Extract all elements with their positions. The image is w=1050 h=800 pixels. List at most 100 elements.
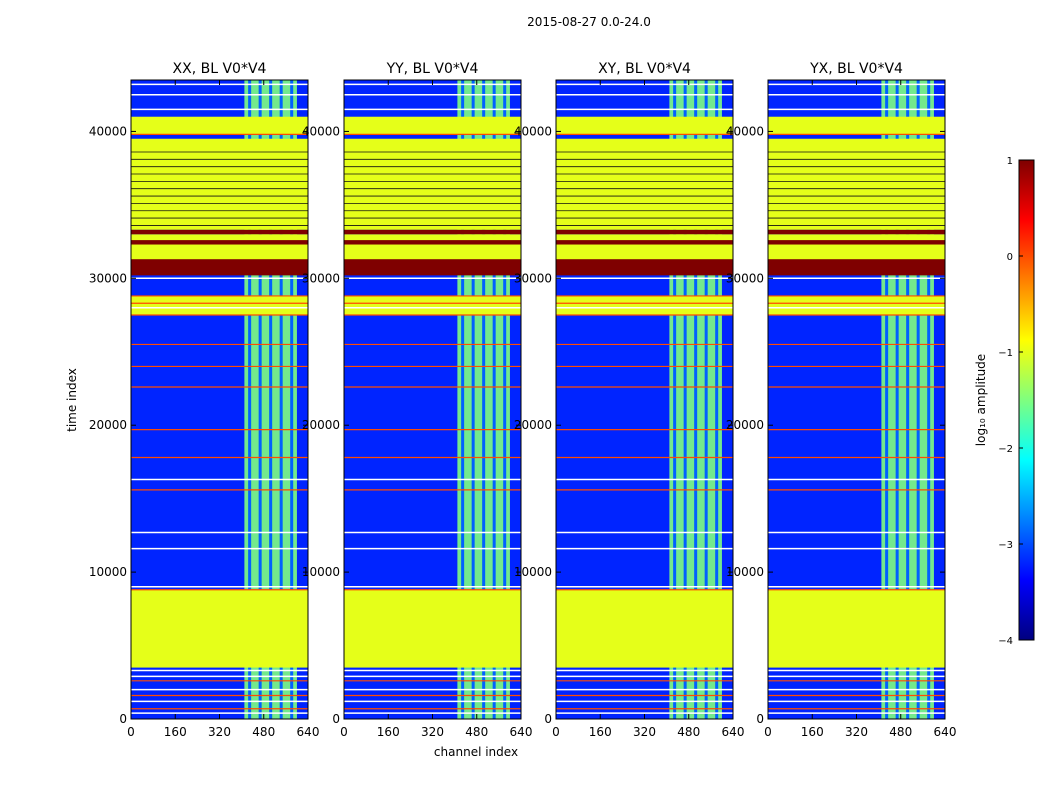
- panel-title: YY, BL V0*V4: [386, 61, 479, 77]
- x-tick-label: 320: [421, 725, 444, 739]
- y-tick-label: 0: [332, 712, 340, 726]
- y-tick-label: 10000: [302, 565, 340, 579]
- colorbar: 1 0 −1 −2 −3 −4 log₁₀ amplitude: [974, 156, 1035, 647]
- y-tick-label: 0: [119, 712, 127, 726]
- y-tick-label: 20000: [302, 418, 340, 432]
- saturated-time-range: [131, 259, 308, 276]
- flagged-time-range: [344, 138, 521, 230]
- rfi-stripe: [906, 80, 910, 719]
- y-tick-label: 20000: [514, 418, 552, 432]
- saturated-time-range: [768, 229, 945, 235]
- panel-2: YY, BL V0*V4 0 160 320 480 640 0 10000 20000 3000…: [302, 61, 533, 739]
- rfi-stripe: [895, 80, 899, 719]
- x-tick-label: 0: [127, 725, 135, 739]
- x-tick-label: 480: [252, 725, 275, 739]
- y-tick-label: 30000: [302, 271, 340, 285]
- figure-suptitle: 2015-08-27 0.0-24.0: [527, 15, 651, 29]
- x-axis-label: channel index: [434, 745, 518, 759]
- rfi-stripe: [694, 80, 698, 719]
- x-tick-label: 480: [465, 725, 488, 739]
- x-tick-label: 640: [510, 725, 533, 739]
- flagged-time-range: [768, 234, 945, 264]
- rfi-stripe: [916, 80, 920, 719]
- panel-4: YX, BL V0*V4 0 160 320 480 640 0 10000 20000 3000…: [726, 61, 957, 739]
- y-tick-label: 40000: [89, 124, 127, 138]
- x-tick-label: 640: [934, 725, 957, 739]
- flagged-time-range: [556, 295, 733, 316]
- x-tick-label: 320: [208, 725, 231, 739]
- saturated-time-range: [768, 240, 945, 245]
- flagged-time-range: [768, 295, 945, 316]
- saturated-time-range: [556, 229, 733, 235]
- flagged-time-range: [344, 295, 521, 316]
- rfi-stripe: [269, 80, 273, 719]
- flagged-time-range: [768, 116, 945, 135]
- y-tick-label: 40000: [726, 124, 764, 138]
- flagged-time-range: [768, 138, 945, 230]
- flagged-time-range: [556, 589, 733, 668]
- flagged-time-range: [556, 234, 733, 264]
- x-tick-label: 0: [764, 725, 772, 739]
- panel-title: XX, BL V0*V4: [173, 61, 267, 77]
- flagged-time-range: [131, 234, 308, 264]
- x-tick-label: 640: [722, 725, 745, 739]
- rfi-stripe: [885, 80, 889, 719]
- y-tick-label: 30000: [514, 271, 552, 285]
- y-tick-label: 20000: [89, 418, 127, 432]
- x-tick-label: 320: [845, 725, 868, 739]
- rfi-stripe: [503, 80, 507, 719]
- rfi-stripe: [715, 80, 719, 719]
- colorbar-label: log₁₀ amplitude: [974, 354, 988, 446]
- y-tick-label: 10000: [514, 565, 552, 579]
- x-tick-label: 160: [589, 725, 612, 739]
- x-tick-label: 320: [633, 725, 656, 739]
- y-tick-label: 20000: [726, 418, 764, 432]
- rfi-stripe: [927, 80, 931, 719]
- colorbar-tick-label: −2: [998, 444, 1013, 455]
- saturated-time-range: [556, 259, 733, 276]
- rfi-stripe: [683, 80, 687, 719]
- panel-3: XY, BL V0*V4 0 160 320 480 640 0 10000 20000 3000…: [514, 61, 745, 739]
- x-tick-label: 640: [297, 725, 320, 739]
- y-tick-label: 10000: [726, 565, 764, 579]
- rfi-stripe: [258, 80, 262, 719]
- rfi-stripe: [279, 80, 283, 719]
- saturated-time-range: [344, 259, 521, 276]
- y-tick-label: 40000: [514, 124, 552, 138]
- x-tick-label: 0: [552, 725, 560, 739]
- x-tick-label: 0: [340, 725, 348, 739]
- y-tick-label: 30000: [726, 271, 764, 285]
- x-tick-label: 160: [164, 725, 187, 739]
- flagged-time-range: [131, 116, 308, 135]
- colorbar-tick-label: −4: [998, 636, 1013, 647]
- flagged-time-range: [344, 234, 521, 264]
- rfi-stripe: [471, 80, 475, 719]
- panels-group: XX, BL V0*V4 0 160 320 480 640 0 10000 20000 3000…: [89, 61, 957, 739]
- flagged-time-range: [344, 116, 521, 135]
- saturated-time-range: [131, 240, 308, 245]
- x-tick-label: 480: [889, 725, 912, 739]
- panel-1: XX, BL V0*V4 0 160 320 480 640 0 10000 20000 3000…: [89, 61, 320, 739]
- panel-title: YX, BL V0*V4: [809, 61, 903, 77]
- saturated-time-range: [556, 240, 733, 245]
- flagged-time-range: [344, 589, 521, 668]
- x-tick-label: 480: [677, 725, 700, 739]
- flagged-time-range: [131, 589, 308, 668]
- y-tick-label: 30000: [89, 271, 127, 285]
- y-tick-label: 0: [756, 712, 764, 726]
- x-tick-label: 160: [377, 725, 400, 739]
- colorbar-gradient: [1018, 159, 1035, 641]
- rfi-stripe: [482, 80, 486, 719]
- y-tick-label: 0: [544, 712, 552, 726]
- y-tick-label: 40000: [302, 124, 340, 138]
- rfi-stripe: [461, 80, 465, 719]
- flagged-time-range: [556, 138, 733, 230]
- colorbar-ticks: 1 0 −1 −2 −3 −4: [998, 156, 1023, 647]
- rfi-stripe: [248, 80, 252, 719]
- panel-title: XY, BL V0*V4: [598, 61, 691, 77]
- flagged-time-range: [556, 116, 733, 135]
- colorbar-tick-label: 0: [1007, 252, 1013, 263]
- rfi-stripe: [673, 80, 677, 719]
- saturated-time-range: [344, 240, 521, 245]
- rfi-stripe: [290, 80, 294, 719]
